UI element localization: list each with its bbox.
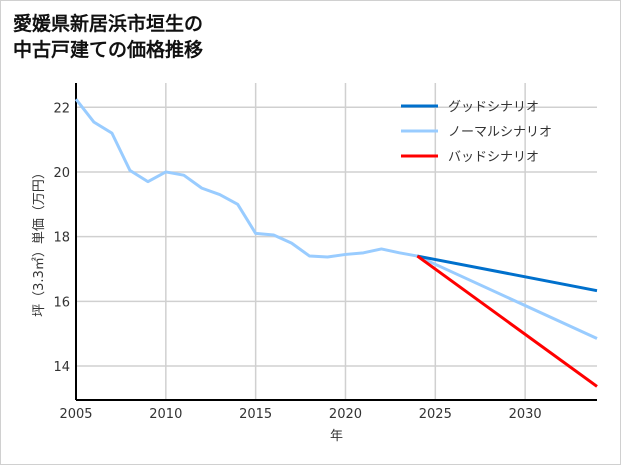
title-line-2: 中古戸建ての価格推移: [13, 39, 204, 61]
series-line-2: [416, 254, 598, 388]
legend-label: バッドシナリオ: [448, 150, 539, 165]
legend-label: ノーマルシナリオ: [448, 125, 552, 140]
y-tick-label: 20: [53, 166, 70, 181]
series-line-1: [417, 254, 598, 293]
y-tick-label: 16: [53, 295, 70, 310]
y-tick-label: 18: [53, 231, 70, 246]
chart-title: 愛媛県新居浜市垣生の 中古戸建ての価格推移: [13, 11, 203, 63]
legend-label: グッドシナリオ: [448, 100, 539, 115]
series-line-0: [74, 98, 598, 340]
x-tick-label: 2005: [59, 407, 92, 422]
x-tick-label: 2025: [419, 407, 452, 422]
x-tick-label: 2020: [329, 407, 362, 422]
y-axis-label: 坪（3.3㎡）単価（万円）: [31, 166, 47, 317]
x-tick-label: 2030: [509, 407, 542, 422]
title-line-1: 愛媛県新居浜市垣生の: [13, 13, 204, 35]
x-tick-label: 2010: [149, 407, 182, 422]
y-tick-label: 22: [53, 101, 70, 116]
x-tick-label: 2015: [239, 407, 272, 422]
x-axis-label: 年: [330, 429, 343, 444]
y-tick-label: 14: [53, 360, 70, 375]
